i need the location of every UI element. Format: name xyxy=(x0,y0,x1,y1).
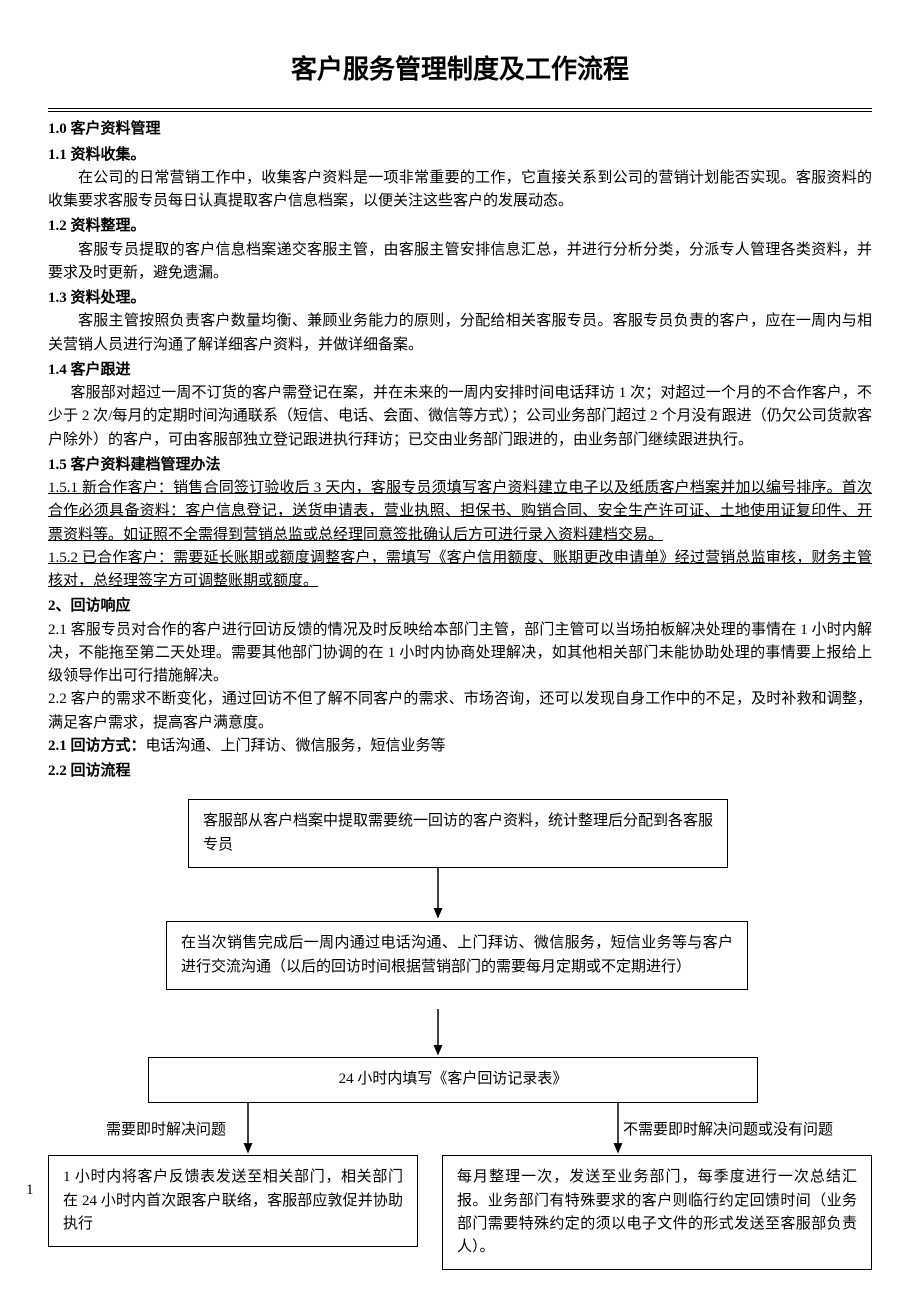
label-method: 2.1 回访方式： xyxy=(48,738,146,754)
heading-1-4: 1.4 客户跟进 xyxy=(48,359,872,382)
text-method: 电话沟通、上门拜访、微信服务，短信业务等 xyxy=(146,738,446,754)
heading-1-3: 1.3 资料处理。 xyxy=(48,287,872,310)
para-1-5-2-body: 已合作客户：需要延长账期或额度调整客户，需填写《客户信用额度、账期更改申请单》经… xyxy=(48,550,872,589)
flow-box-5: 每月整理一次，发送至业务部门，每季度进行一次总结汇报。业务部门有特殊要求的客户则… xyxy=(442,1155,872,1270)
para-1-5-1-prefix: 1.5.1 新合作客户： xyxy=(48,480,173,496)
para-1-3: 客服主管按照负责客户数量均衡、兼顾业务能力的原则，分配给相关客服专员。客服专员负… xyxy=(48,310,872,357)
page-number: 1 xyxy=(26,1179,34,1202)
heading-1-1: 1.1 资料收集。 xyxy=(48,144,872,167)
para-1-2: 客服专员提取的客户信息档案递交客服主管，由客服主管安排信息汇总，并进行分析分类，… xyxy=(48,239,872,286)
flow-box-1: 客服部从客户档案中提取需要统一回访的客户资料，统计整理后分配到各客服专员 xyxy=(188,799,728,868)
flow-box-2: 在当次销售完成后一周内通过电话沟通、上门拜访、微信服务，短信业务等与客户进行交流… xyxy=(166,921,748,990)
flow-box-3: 24 小时内填写《客户回访记录表》 xyxy=(148,1057,758,1102)
heading-1-0: 1.0 客户资料管理 xyxy=(48,118,872,141)
para-1-1: 在公司的日常营销工作中，收集客户资料是一项非常重要的工作，它直接关系到公司的营销… xyxy=(48,167,872,214)
para-2-1-method: 2.1 回访方式：电话沟通、上门拜访、微信服务，短信业务等 xyxy=(48,735,872,758)
heading-2: 2、回访响应 xyxy=(48,595,872,618)
page-title: 客户服务管理制度及工作流程 xyxy=(48,50,872,90)
flow-label-right: 不需要即时解决问题或没有问题 xyxy=(623,1119,833,1142)
heading-1-2: 1.2 资料整理。 xyxy=(48,215,872,238)
flow-label-left: 需要即时解决问题 xyxy=(106,1119,226,1142)
para-1-4: 客服部对超过一周不订货的客户需登记在案，并在未来的一周内安排时间电话拜访 1 次… xyxy=(48,382,872,452)
heading-1-5: 1.5 客户资料建档管理办法 xyxy=(48,454,872,477)
para-1-5-2-prefix: 1.5.2 xyxy=(48,550,82,566)
para-1-5-1: 1.5.1 新合作客户：销售合同签订验收后 3 天内，客服专员须填写客户资料建立… xyxy=(48,477,872,547)
heading-2-2-flow: 2.2 回访流程 xyxy=(48,760,872,783)
flow-box-4: 1 小时内将客户反馈表发送至相关部门，相关部门在 24 小时内首次跟客户联络，客… xyxy=(48,1155,418,1247)
flowchart: 客服部从客户档案中提取需要统一回访的客户资料，统计整理后分配到各客服专员 在当次… xyxy=(48,799,872,1259)
title-rule xyxy=(48,108,872,112)
para-2-2: 2.2 客户的需求不断变化，通过回访不但了解不同客户的需求、市场咨询，还可以发现… xyxy=(48,688,872,735)
para-2-1: 2.1 客服专员对合作的客户进行回访反馈的情况及时反映给本部门主管，部门主管可以… xyxy=(48,619,872,689)
para-1-5-2: 1.5.2 已合作客户：需要延长账期或额度调整客户，需填写《客户信用额度、账期更… xyxy=(48,547,872,594)
